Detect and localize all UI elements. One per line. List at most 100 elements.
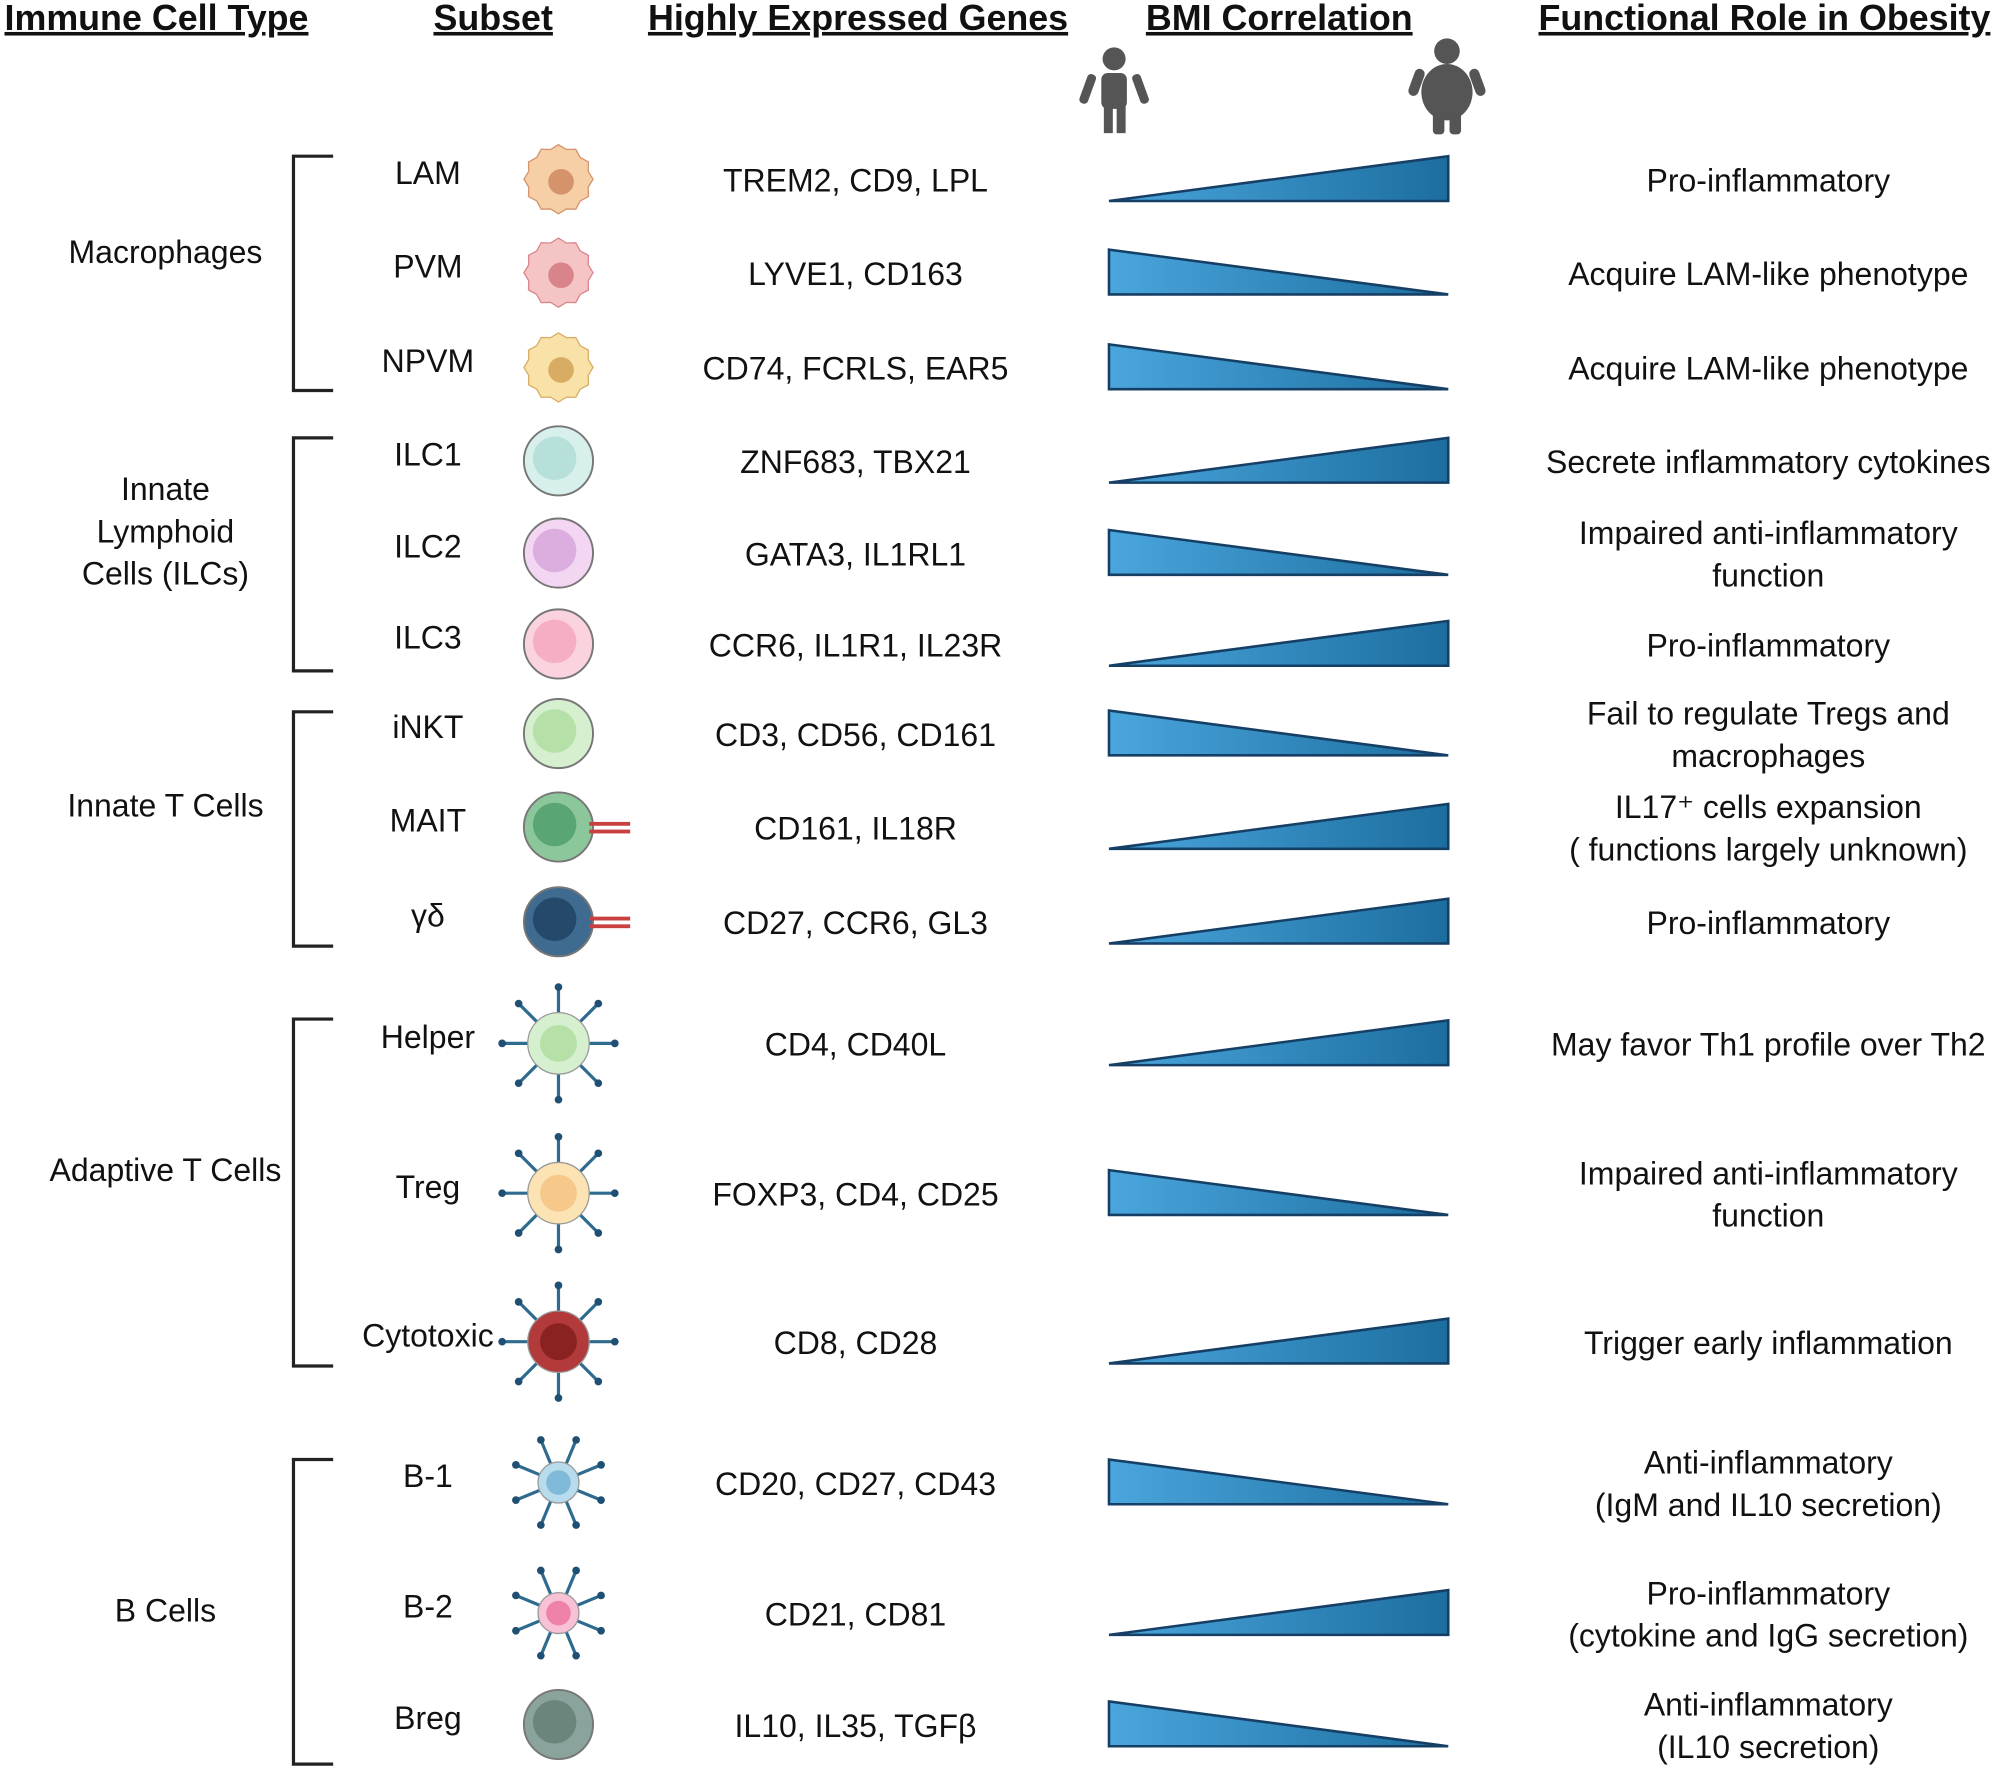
- group-label: Innate T Cells: [67, 787, 263, 823]
- subset-label: Breg: [394, 1700, 462, 1736]
- gene-list: IL10, IL35, TGFβ: [735, 1708, 977, 1744]
- receptor-tip: [498, 1189, 506, 1198]
- subset-label: MAIT: [390, 803, 466, 839]
- receptor-tip: [597, 1496, 605, 1504]
- receptor-tip: [594, 999, 603, 1008]
- receptor: [517, 1002, 538, 1023]
- receptor: [515, 1619, 541, 1633]
- gene-list: CD161, IL18R: [754, 810, 957, 846]
- role-text: (IL10 secretion): [1657, 1729, 1879, 1765]
- role-text: Anti-inflammatory: [1644, 1687, 1893, 1723]
- gene-list: FOXP3, CD4, CD25: [712, 1176, 998, 1212]
- receptor-tip: [594, 1149, 603, 1158]
- receptor: [579, 1362, 600, 1383]
- cell-nucleus: [532, 436, 577, 481]
- bmi-trend: [1107, 342, 1449, 391]
- bmi-trend: [1108, 154, 1450, 203]
- gene-list: LYVE1, CD163: [748, 256, 963, 292]
- cell-icon: [512, 1566, 605, 1660]
- receptor: [539, 1631, 553, 1657]
- receptor-tip: [597, 1626, 605, 1635]
- cell-nucleus: [540, 1174, 577, 1212]
- gene-list: CD20, CD27, CD43: [715, 1466, 996, 1502]
- role-text: Pro-inflammatory: [1646, 627, 1890, 663]
- receptor-tip: [610, 1039, 619, 1048]
- receptor: [589, 821, 631, 826]
- receptor: [576, 1488, 602, 1502]
- bmi-trend: [1107, 528, 1449, 577]
- gene-list: CD27, CCR6, GL3: [723, 905, 988, 941]
- group-bracket: [291, 154, 334, 393]
- group-label: Macrophages: [69, 234, 263, 270]
- column-header: Immune Cell Type: [5, 0, 309, 38]
- bmi-trend: [1108, 1588, 1450, 1637]
- role-text: Fail to regulate Tregs and: [1587, 696, 1950, 732]
- cell-icon: [522, 1688, 595, 1760]
- receptor: [589, 829, 631, 834]
- receptor: [564, 1569, 578, 1595]
- column-header: BMI Correlation: [1146, 0, 1413, 38]
- role-text: Pro-inflammatory: [1646, 905, 1890, 941]
- subset-label: ILC3: [394, 620, 462, 656]
- receptor-tip: [512, 1626, 520, 1635]
- cell-nucleus: [548, 262, 574, 289]
- cell-nucleus: [546, 1600, 571, 1626]
- receptor-tip: [554, 1245, 563, 1254]
- subset-label: B-1: [403, 1458, 453, 1494]
- receptor-tip: [514, 999, 523, 1008]
- bmi-trend: [1108, 619, 1450, 668]
- cell-nucleus: [532, 802, 577, 847]
- receptor: [579, 1152, 600, 1173]
- bmi-trend: [1108, 436, 1450, 484]
- receptor: [539, 1500, 553, 1526]
- group-label: Adaptive T Cells: [50, 1152, 282, 1188]
- receptor: [576, 1619, 602, 1633]
- gene-list: CD3, CD56, CD161: [715, 717, 996, 753]
- receptor: [579, 1063, 600, 1085]
- cell-icon: [522, 886, 631, 958]
- receptor-tip: [572, 1651, 580, 1660]
- cell-icon: [522, 791, 631, 863]
- receptor: [515, 1463, 541, 1477]
- cell-nucleus: [532, 897, 577, 941]
- bmi-trend: [1107, 1699, 1449, 1748]
- subset-label: Treg: [396, 1169, 461, 1205]
- receptor-tip: [572, 1566, 580, 1575]
- receptor-tip: [514, 1229, 523, 1237]
- receptor-tip: [594, 1079, 603, 1088]
- subset-label: iNKT: [392, 709, 463, 745]
- role-text: May favor Th1 profile over Th2: [1551, 1027, 1986, 1063]
- receptor-tip: [537, 1566, 545, 1575]
- receptor-tip: [512, 1591, 520, 1600]
- cell-nucleus: [540, 1323, 577, 1361]
- receptor: [579, 1300, 600, 1322]
- receptor: [517, 1362, 538, 1383]
- gene-list: ZNF683, TBX21: [740, 444, 971, 480]
- receptor-tip: [498, 1039, 506, 1048]
- role-text: function: [1712, 557, 1824, 593]
- receptor-tip: [554, 1281, 563, 1290]
- group-bracket: [291, 436, 334, 673]
- bmi-trend: [1107, 1168, 1449, 1217]
- receptor-tip: [597, 1461, 605, 1469]
- role-text: Acquire LAM-like phenotype: [1568, 256, 1968, 292]
- receptor-tip: [610, 1189, 619, 1198]
- subset-label: LAM: [395, 155, 461, 191]
- gene-list: CD74, FCRLS, EAR5: [703, 351, 1009, 387]
- receptor-tip: [597, 1591, 605, 1600]
- receptor-tip: [554, 1394, 563, 1402]
- cell-nucleus: [532, 619, 577, 664]
- receptor: [564, 1500, 578, 1526]
- receptor-tip: [594, 1298, 603, 1306]
- cell-icon: [522, 425, 595, 497]
- role-text: (cytokine and IgG secretion): [1568, 1618, 1968, 1654]
- cell-nucleus: [548, 357, 574, 383]
- receptor-tip: [514, 1079, 523, 1088]
- column-header: Functional Role in Obesity: [1539, 0, 1991, 38]
- cell-nucleus: [548, 168, 574, 195]
- gene-list: GATA3, IL1RL1: [745, 536, 966, 572]
- cell-icon: [522, 698, 595, 770]
- group-bracket: [291, 710, 334, 948]
- receptor: [539, 1439, 553, 1465]
- cell-icon: [498, 1133, 619, 1254]
